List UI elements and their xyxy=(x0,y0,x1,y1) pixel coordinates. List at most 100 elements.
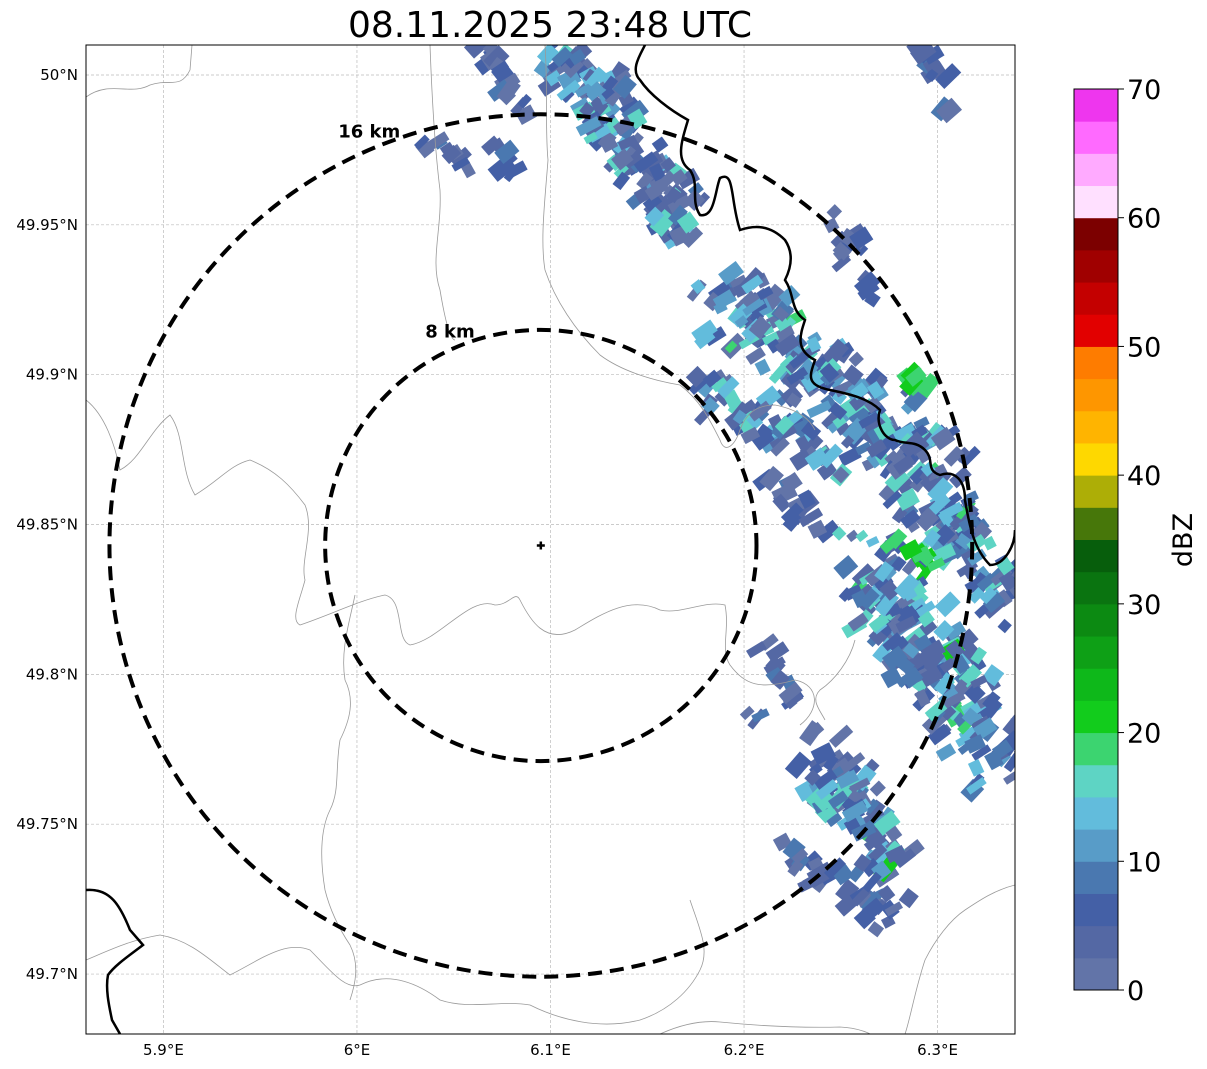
echo-cell xyxy=(856,892,874,908)
echo-cell xyxy=(770,437,790,457)
echo-cell xyxy=(998,571,1015,592)
echo-cell xyxy=(611,148,634,171)
echo-cell xyxy=(815,779,839,800)
echo-cell xyxy=(967,758,985,777)
echo-cell xyxy=(451,156,470,172)
echo-cell xyxy=(895,487,920,511)
echo-cell xyxy=(782,837,806,862)
echo-cell xyxy=(711,377,728,393)
echo-cell xyxy=(858,588,880,610)
echo-cell xyxy=(642,193,663,212)
echo-cell xyxy=(895,615,917,633)
echo-cell xyxy=(648,163,666,182)
echo-cell xyxy=(718,260,745,286)
echo-cell xyxy=(902,642,920,659)
echo-cell xyxy=(917,376,937,397)
echo-cell xyxy=(898,887,919,909)
echo-cell xyxy=(884,901,904,917)
echo-cell xyxy=(866,380,885,400)
echo-cell xyxy=(619,96,640,116)
echo-cell xyxy=(944,620,967,641)
echo-cell xyxy=(791,848,809,865)
echo-cell xyxy=(849,226,874,250)
echo-cell xyxy=(982,591,1006,614)
echo-cell xyxy=(966,777,987,795)
echo-cell xyxy=(717,376,740,399)
radar-echo-layer xyxy=(414,45,1015,938)
echo-cell xyxy=(949,466,972,489)
radar-site-marker xyxy=(536,541,545,550)
echo-cell xyxy=(575,116,602,137)
echo-cell xyxy=(909,475,927,493)
lon-tick-label: 6.1°E xyxy=(530,1041,571,1059)
echo-cell xyxy=(668,204,688,226)
echo-cell xyxy=(798,507,824,528)
admin-boundary xyxy=(659,1021,871,1034)
echo-cell xyxy=(892,423,918,444)
echo-cell xyxy=(972,717,998,740)
lon-tick-label: 5.9°E xyxy=(143,1041,184,1059)
echo-cell xyxy=(568,48,587,66)
echo-cell xyxy=(979,586,997,605)
echo-cell xyxy=(763,656,786,674)
echo-cell xyxy=(849,777,871,794)
echo-cell xyxy=(778,284,801,307)
echo-cell xyxy=(893,454,916,475)
echo-cell xyxy=(877,884,896,903)
echo-cell xyxy=(690,279,706,295)
echo-cell xyxy=(426,131,450,151)
echo-cell xyxy=(813,769,838,791)
echo-cell xyxy=(935,63,962,89)
lat-tick-label: 49.95°N xyxy=(16,216,78,234)
echo-cell xyxy=(995,589,1013,608)
echo-cell xyxy=(909,438,930,457)
echo-cell xyxy=(617,134,638,151)
echo-cell xyxy=(807,856,824,872)
echo-cell xyxy=(585,81,605,100)
echo-cell xyxy=(815,519,841,544)
echo-cell xyxy=(601,86,615,100)
echo-cell xyxy=(853,271,881,297)
lat-tick-label: 49.75°N xyxy=(16,815,78,833)
echo-cell xyxy=(789,448,814,471)
echo-cell xyxy=(934,591,961,618)
echo-cell xyxy=(939,657,957,674)
echo-cell xyxy=(884,450,900,465)
echo-cell xyxy=(838,446,862,467)
echo-cell xyxy=(649,209,677,237)
echo-cell xyxy=(633,151,659,174)
echo-cell xyxy=(556,79,580,101)
echo-cell xyxy=(732,409,747,425)
echo-cell xyxy=(487,154,517,182)
echo-cell xyxy=(913,416,930,430)
echo-cell xyxy=(842,364,864,386)
echo-cell xyxy=(930,543,957,564)
echo-cell xyxy=(819,362,840,383)
echo-cell xyxy=(917,643,944,668)
echo-cell xyxy=(702,369,722,388)
echo-cell xyxy=(536,45,560,66)
echo-cell xyxy=(482,45,500,57)
national-border xyxy=(634,45,1015,567)
echo-cell xyxy=(745,346,766,365)
echo-cell xyxy=(574,82,593,98)
echo-cell xyxy=(874,561,894,583)
echo-cell xyxy=(756,285,774,301)
echo-cell xyxy=(828,790,849,809)
echo-cell xyxy=(496,77,521,105)
echo-cell xyxy=(933,524,956,547)
map-frame xyxy=(85,44,1016,1035)
echo-cell xyxy=(613,163,629,179)
echo-cell xyxy=(770,669,791,690)
lon-tick-label: 6.3°E xyxy=(917,1041,958,1059)
echo-cell xyxy=(868,613,890,633)
echo-cell xyxy=(832,414,847,429)
echo-cell xyxy=(652,170,677,194)
echo-cell xyxy=(831,526,847,541)
echo-cell xyxy=(858,411,880,429)
echo-cell xyxy=(768,363,789,384)
admin-boundary xyxy=(542,45,816,448)
echo-cell xyxy=(784,751,812,780)
echo-cell xyxy=(740,426,761,445)
